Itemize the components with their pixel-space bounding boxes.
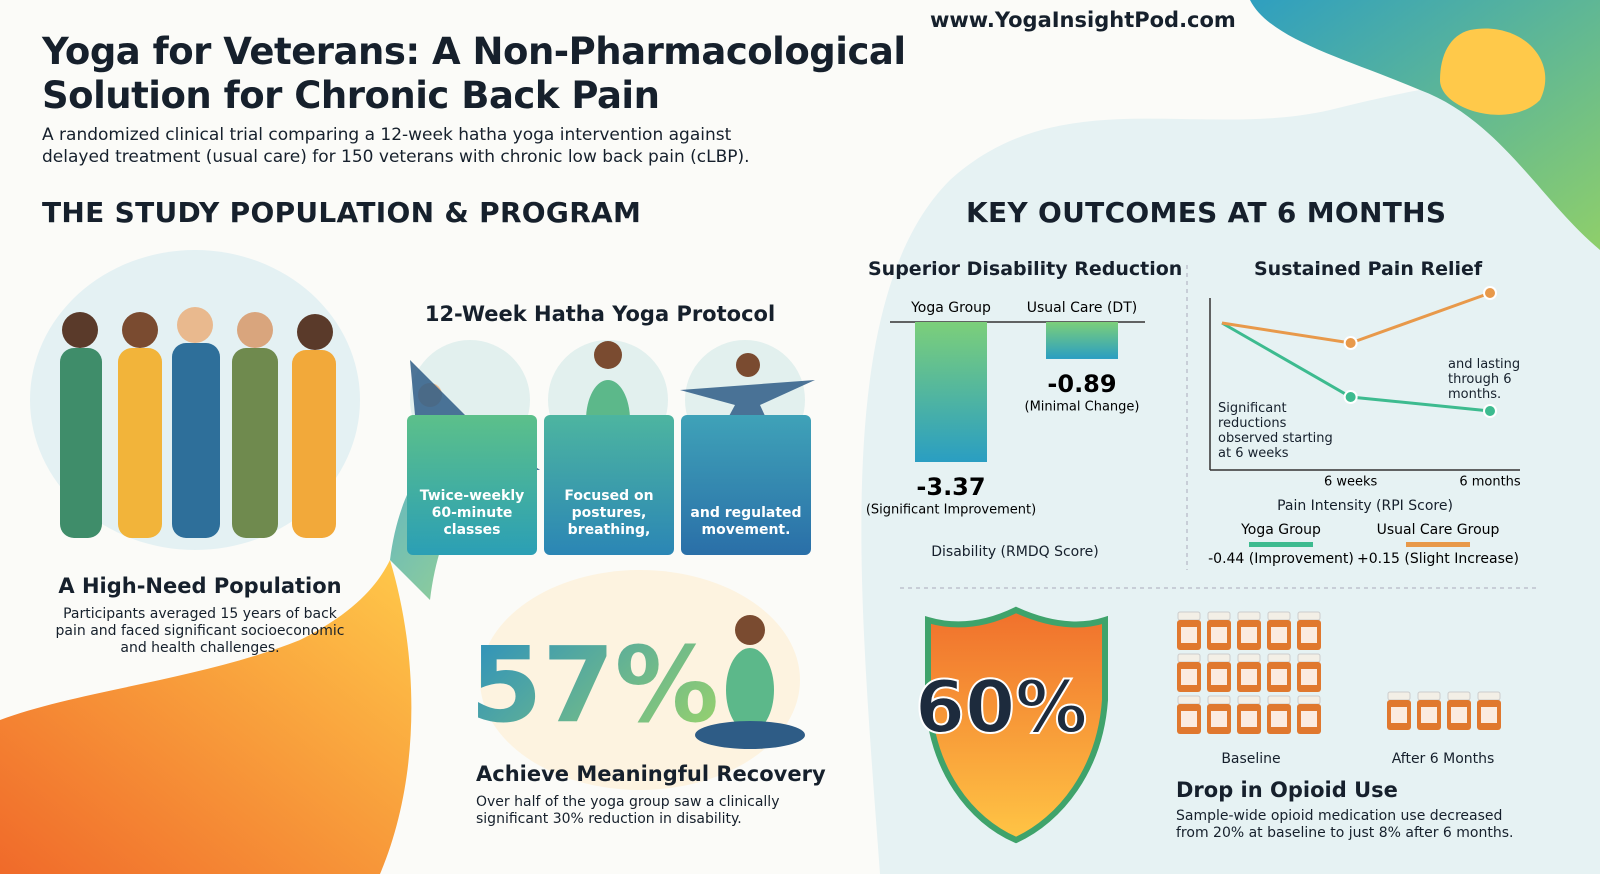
bottle-cap	[1297, 611, 1321, 621]
opioid-text: Sample-wide opioid medication use decrea…	[1176, 808, 1514, 841]
subtitle: A randomized clinical trial comparing a …	[42, 125, 750, 167]
bottle-cap	[1237, 695, 1261, 705]
bottle-cap	[1267, 695, 1291, 705]
value-note: (Minimal Change)	[1025, 399, 1140, 414]
legend-value: +0.15 (Slight Increase)	[1357, 551, 1519, 567]
series-point	[1483, 286, 1497, 300]
bottle-label	[1301, 711, 1317, 727]
bottle-cap	[1207, 611, 1231, 621]
legend-value: -0.44 (Improvement)	[1208, 551, 1354, 567]
bottle-cap	[1267, 611, 1291, 621]
opioid-title: Drop in Opioid Use	[1176, 778, 1398, 802]
orange-blob	[0, 560, 412, 874]
legend-swatch	[1249, 542, 1313, 547]
legend-label: Yoga Group	[1240, 522, 1321, 538]
bottle-label	[1241, 669, 1257, 685]
bottle-label	[1241, 627, 1257, 643]
bottle-cap	[1237, 653, 1261, 663]
section-heading: THE STUDY POPULATION & PROGRAM	[42, 196, 642, 229]
bottle-cap	[1177, 611, 1201, 621]
bottle-cap	[1177, 653, 1201, 663]
bottle-label	[1181, 711, 1197, 727]
bottle-cap	[1207, 653, 1231, 663]
bottle-cap	[1177, 695, 1201, 705]
protocol-title: 12-Week Hatha Yoga Protocol	[424, 302, 776, 326]
bottle-label	[1451, 707, 1467, 723]
bottle-cap	[1477, 691, 1501, 701]
bottle-label	[1271, 627, 1287, 643]
series-point	[1343, 336, 1358, 350]
bottle-label	[1181, 627, 1197, 643]
x-tick-label: 6 months	[1459, 475, 1521, 490]
x-tick-label: 6 weeks	[1324, 475, 1378, 490]
opioid-stat: 60%	[914, 664, 1088, 750]
bottle-label	[1241, 711, 1257, 727]
category-label: Yoga Group	[910, 300, 991, 316]
population-title: A High-Need Population	[58, 574, 342, 598]
annotation: Significant reductions observed starting…	[1218, 401, 1333, 461]
bottle-label	[1301, 669, 1317, 685]
series-point	[1483, 404, 1497, 418]
pill-bottles	[1177, 611, 1501, 734]
bottle-cap	[1267, 653, 1291, 663]
series-point	[1343, 390, 1358, 404]
bottle-label	[1211, 669, 1227, 685]
protocol-card: Twice-weekly 60-minute classes	[407, 415, 537, 555]
axis-label: Pain Intensity (RPI Score)	[1277, 498, 1453, 514]
bottle-cap	[1447, 691, 1471, 701]
protocol-card: and regulated movement.	[681, 415, 811, 555]
shield	[925, 606, 1108, 844]
value-label: -3.37	[916, 473, 985, 501]
chart-title: Sustained Pain Relief	[1254, 258, 1483, 280]
bottle-label	[1271, 669, 1287, 685]
population-text: Participants averaged 15 years of back p…	[55, 606, 345, 656]
website-url: www.YogaInsightPod.com	[930, 8, 1236, 32]
bottle-cap	[1417, 691, 1441, 701]
chart-title: Superior Disability Reduction	[868, 258, 1183, 280]
category-label: Usual Care (DT)	[1027, 300, 1137, 316]
bottle-label	[1421, 707, 1437, 723]
annotation: and lasting through 6 months.	[1448, 357, 1521, 402]
bottle-label	[1481, 707, 1497, 723]
bottle-cap	[1387, 691, 1411, 701]
bottle-cap	[1207, 695, 1231, 705]
bottle-label	[1211, 711, 1227, 727]
charts: Yoga Group -3.37 (Significant Improvement)…	[866, 286, 1521, 567]
bottle-cap	[1297, 695, 1321, 705]
main-title: Yoga for Veterans: A Non-Pharmacological…	[42, 30, 906, 117]
bottle-label: After 6 Months	[1391, 751, 1495, 767]
meditation-figure	[695, 615, 805, 749]
corner-dot	[1440, 28, 1546, 115]
bottle-label	[1211, 627, 1227, 643]
legend-swatch	[1406, 542, 1470, 547]
bottle-label	[1301, 627, 1317, 643]
bottle-label	[1391, 707, 1407, 723]
bar	[915, 322, 987, 462]
protocol-card: Focused on postures, breathing,	[544, 415, 674, 555]
recovery-title: Achieve Meaningful Recovery	[476, 762, 826, 786]
bottle-label	[1271, 711, 1287, 727]
bottle-label	[1181, 669, 1197, 685]
bottle-cap	[1297, 653, 1321, 663]
bottle-cap	[1237, 611, 1261, 621]
recovery-text: Over half of the yoga group saw a clinic…	[476, 794, 780, 827]
recovery-stat: 57%	[470, 624, 719, 746]
axis-label: Disability (RMDQ Score)	[931, 544, 1099, 560]
bar	[1046, 322, 1118, 359]
legend-label: Usual Care Group	[1377, 522, 1500, 538]
value-note: (Significant Improvement)	[866, 503, 1036, 518]
people-illustration	[60, 307, 336, 538]
bottle-label: Baseline	[1221, 751, 1281, 767]
section-heading: KEY OUTCOMES AT 6 MONTHS	[966, 196, 1447, 229]
value-label: -0.89	[1047, 370, 1116, 398]
